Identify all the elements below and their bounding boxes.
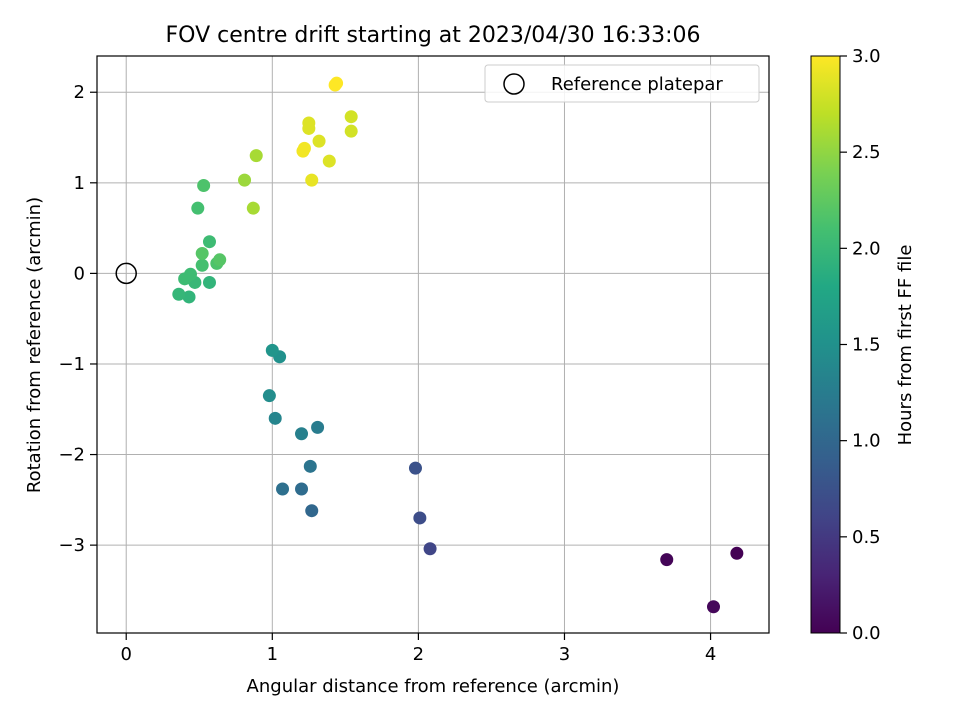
scatter-point	[660, 553, 674, 567]
x-tick-label: 1	[267, 644, 278, 665]
scatter-point	[297, 141, 311, 155]
x-axis-label: Angular distance from reference (arcmin)	[247, 676, 620, 697]
x-tick-label: 0	[120, 644, 131, 665]
scatter-point	[238, 173, 252, 187]
legend-open-circle-icon	[503, 73, 525, 95]
scatter-point	[305, 504, 319, 518]
x-tick-label: 4	[705, 644, 716, 665]
colorbar: 0.0 0.5 1.0 1.5 2.0 2.5 3.0 Hours from first F…	[810, 46, 916, 644]
scatter-point	[302, 116, 316, 130]
scatter-point	[268, 411, 282, 425]
scatter-point	[276, 482, 290, 496]
scatter-point	[311, 420, 325, 434]
colorbar-tick-label: 2.0	[852, 238, 881, 259]
legend-entry-label: Reference platepar	[551, 74, 723, 95]
reference-marker	[115, 262, 137, 285]
scatter-point	[413, 511, 427, 525]
scatter-point	[305, 173, 319, 187]
scatter-point	[423, 542, 437, 556]
scatter-point	[172, 287, 186, 301]
scatter-point	[213, 253, 227, 267]
scatter-point	[295, 482, 309, 496]
scatter-point	[408, 461, 422, 475]
scatter-point	[262, 389, 276, 403]
reference-platepar-marker	[115, 262, 137, 285]
chart-title: FOV centre drift starting at 2023/04/30 …	[166, 23, 701, 48]
scatter-point	[344, 110, 358, 124]
colorbar-tick-label: 0.0	[852, 623, 881, 644]
x-tick-label: 3	[559, 644, 570, 665]
legend-box	[484, 64, 760, 103]
scatter-point	[195, 258, 209, 272]
y-axis-ticks: −3 −2 −1 0 1 2	[58, 82, 97, 556]
colorbar-tick-label: 1.5	[852, 335, 881, 356]
colorbar-tick-label: 2.5	[852, 142, 881, 163]
scatter-point	[265, 343, 279, 357]
colorbar-tick-label: 3.0	[852, 46, 881, 67]
y-tick-label: −3	[58, 535, 85, 556]
scatter-point	[197, 179, 211, 193]
data-points	[172, 76, 744, 614]
scatter-point	[730, 546, 744, 560]
plot-frame	[96, 55, 770, 634]
scatter-point	[249, 149, 263, 163]
scatter-point	[344, 124, 358, 138]
scatter-point	[312, 134, 326, 148]
scatter-point	[295, 427, 309, 441]
scatter-point	[322, 154, 336, 168]
y-tick-label: 2	[74, 82, 85, 103]
x-axis-ticks: 0 1 2 3 4	[120, 633, 716, 665]
x-tick-label: 2	[413, 644, 424, 665]
colorbar-gradient	[810, 55, 841, 634]
y-tick-label: 0	[74, 263, 85, 284]
scatter-point	[330, 76, 344, 90]
colorbar-tick-label: 1.0	[852, 431, 881, 452]
scatter-point	[246, 201, 260, 215]
colorbar-tick-label: 0.5	[852, 527, 881, 548]
colorbar-label: Hours from first FF file	[895, 245, 916, 446]
scatter-point	[202, 235, 216, 249]
legend: Reference platepar	[484, 64, 760, 103]
scatter-point	[195, 246, 209, 260]
y-tick-label: −1	[58, 354, 85, 375]
scatter-point	[303, 459, 317, 473]
y-axis-label: Rotation from reference (arcmin)	[24, 197, 45, 493]
scatter-point	[183, 267, 197, 281]
colorbar-ticks: 0.0 0.5 1.0 1.5 2.0 2.5 3.0	[840, 46, 881, 644]
scatter-point	[191, 201, 205, 215]
y-tick-label: −2	[58, 445, 85, 466]
scatter-point	[706, 600, 720, 614]
y-tick-label: 1	[74, 173, 85, 194]
scatter-point	[202, 275, 216, 289]
scatter-point	[182, 290, 196, 304]
